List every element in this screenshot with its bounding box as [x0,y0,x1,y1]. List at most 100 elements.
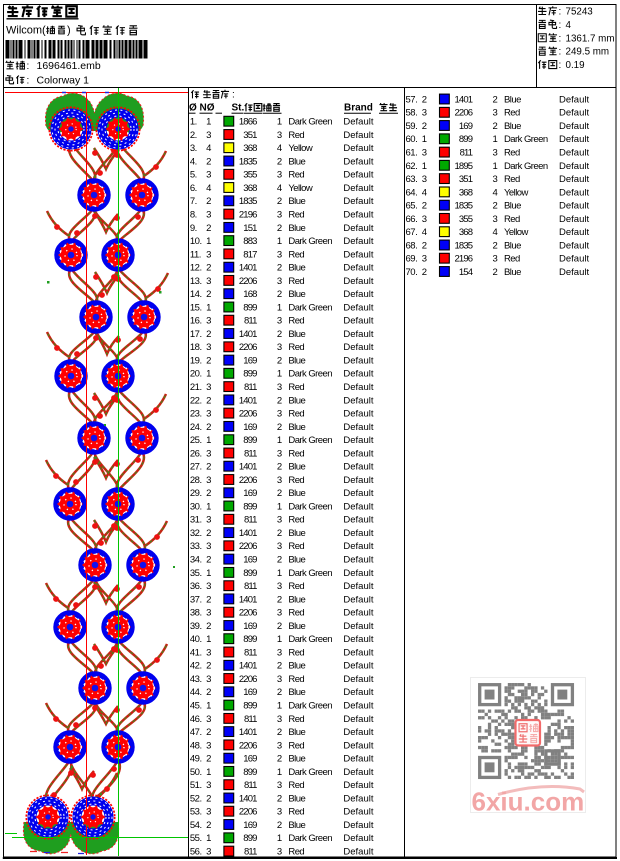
svg-text:2: 2 [422,201,427,212]
svg-text:2: 2 [206,528,211,539]
svg-text:3: 3 [206,647,211,658]
svg-text:1: 1 [277,369,282,380]
svg-text:3: 3 [206,847,211,858]
svg-text:19.: 19. [190,356,202,367]
svg-text:51.: 51. [190,780,202,791]
svg-text:Blue: Blue [288,528,305,539]
svg-text:3: 3 [277,541,282,552]
svg-text:899: 899 [243,634,257,645]
svg-text:2206: 2206 [239,475,257,486]
svg-text:Default: Default [559,214,589,225]
svg-text:35.: 35. [190,568,202,579]
svg-text:Default: Default [343,143,373,154]
svg-text:2196: 2196 [454,254,472,265]
svg-text:Default: Default [343,435,373,446]
svg-text:Default: Default [343,289,373,300]
svg-text:Default: Default [343,594,373,605]
svg-text:50.: 50. [190,767,202,778]
svg-text:2: 2 [206,196,211,207]
svg-text:Red: Red [288,342,304,353]
svg-text:3: 3 [493,148,498,159]
svg-text:2206: 2206 [239,276,257,287]
svg-text:1: 1 [493,134,498,145]
svg-text:2: 2 [277,263,282,274]
svg-text:Blue: Blue [288,196,305,207]
svg-text:8.: 8. [190,210,197,221]
svg-text:2.: 2. [190,130,197,141]
svg-text:Default: Default [343,249,373,260]
svg-text:3: 3 [206,475,211,486]
svg-text:2: 2 [493,240,498,251]
svg-text:Default: Default [343,727,373,738]
svg-text:Yellow: Yellow [288,143,313,154]
svg-text:Red: Red [504,254,520,265]
svg-text:2: 2 [277,422,282,433]
svg-text:4: 4 [422,187,427,198]
svg-text:Red: Red [288,448,304,459]
svg-text:Blue: Blue [288,329,305,340]
svg-text:65.: 65. [406,201,418,212]
svg-text:1: 1 [277,501,282,512]
svg-text:3: 3 [277,342,282,353]
svg-text:Default: Default [343,714,373,725]
svg-text:899: 899 [243,767,257,778]
svg-text:Default: Default [559,161,589,172]
svg-text:Red: Red [504,214,520,225]
svg-text:Default: Default [343,302,373,313]
svg-text:2: 2 [206,661,211,672]
svg-text:3: 3 [277,674,282,685]
svg-text:1: 1 [277,117,282,128]
svg-text:3: 3 [206,276,211,287]
svg-text:1: 1 [206,369,211,380]
svg-text:Red: Red [288,316,304,327]
svg-text:29.: 29. [190,488,202,499]
svg-text:Blue: Blue [288,223,305,234]
svg-text:Colorway 1: Colorway 1 [37,75,90,87]
svg-text:4.: 4. [190,156,197,167]
svg-text:62.: 62. [406,161,418,172]
svg-text:75243: 75243 [566,7,594,18]
svg-text:36.: 36. [190,581,202,592]
svg-text:Default: Default [343,754,373,765]
svg-text:9.: 9. [190,223,197,234]
svg-text:Blue: Blue [288,687,305,698]
svg-text:57.: 57. [406,94,418,105]
svg-text:Default: Default [343,170,373,181]
svg-text:2: 2 [206,555,211,566]
svg-text:67.: 67. [406,227,418,238]
svg-text:2: 2 [277,223,282,234]
svg-text:899: 899 [243,701,257,712]
svg-text:3: 3 [422,214,427,225]
svg-text:Default: Default [343,847,373,858]
svg-text:54.: 54. [190,820,202,831]
svg-text:1.: 1. [190,117,197,128]
svg-text:2206: 2206 [454,108,472,119]
svg-text:3: 3 [206,342,211,353]
svg-text:5.: 5. [190,170,197,181]
svg-text:811: 811 [244,581,257,592]
svg-text:3: 3 [277,170,282,181]
svg-text:3: 3 [277,249,282,260]
svg-text::: : [559,20,562,31]
svg-text:811: 811 [460,148,473,159]
svg-text:Red: Red [288,475,304,486]
svg-text:Default: Default [559,134,589,145]
svg-text:10.: 10. [190,236,202,247]
svg-text:Default: Default [343,130,373,141]
svg-text:Red: Red [288,210,304,221]
svg-text:Default: Default [343,356,373,367]
svg-text:2: 2 [206,621,211,632]
svg-text:2: 2 [277,594,282,605]
svg-text:14.: 14. [190,289,202,300]
svg-text:Wilcom(: Wilcom( [6,25,46,37]
svg-text:43.: 43. [190,674,202,685]
svg-text:Red: Red [288,674,304,685]
svg-text:0.19: 0.19 [566,60,585,71]
svg-text:1: 1 [206,701,211,712]
svg-text:Dark Green: Dark Green [288,435,332,446]
svg-text:1: 1 [422,134,427,145]
svg-text:2206: 2206 [239,409,257,420]
svg-text:2: 2 [206,395,211,406]
svg-text:3: 3 [206,674,211,685]
svg-text:2: 2 [206,488,211,499]
